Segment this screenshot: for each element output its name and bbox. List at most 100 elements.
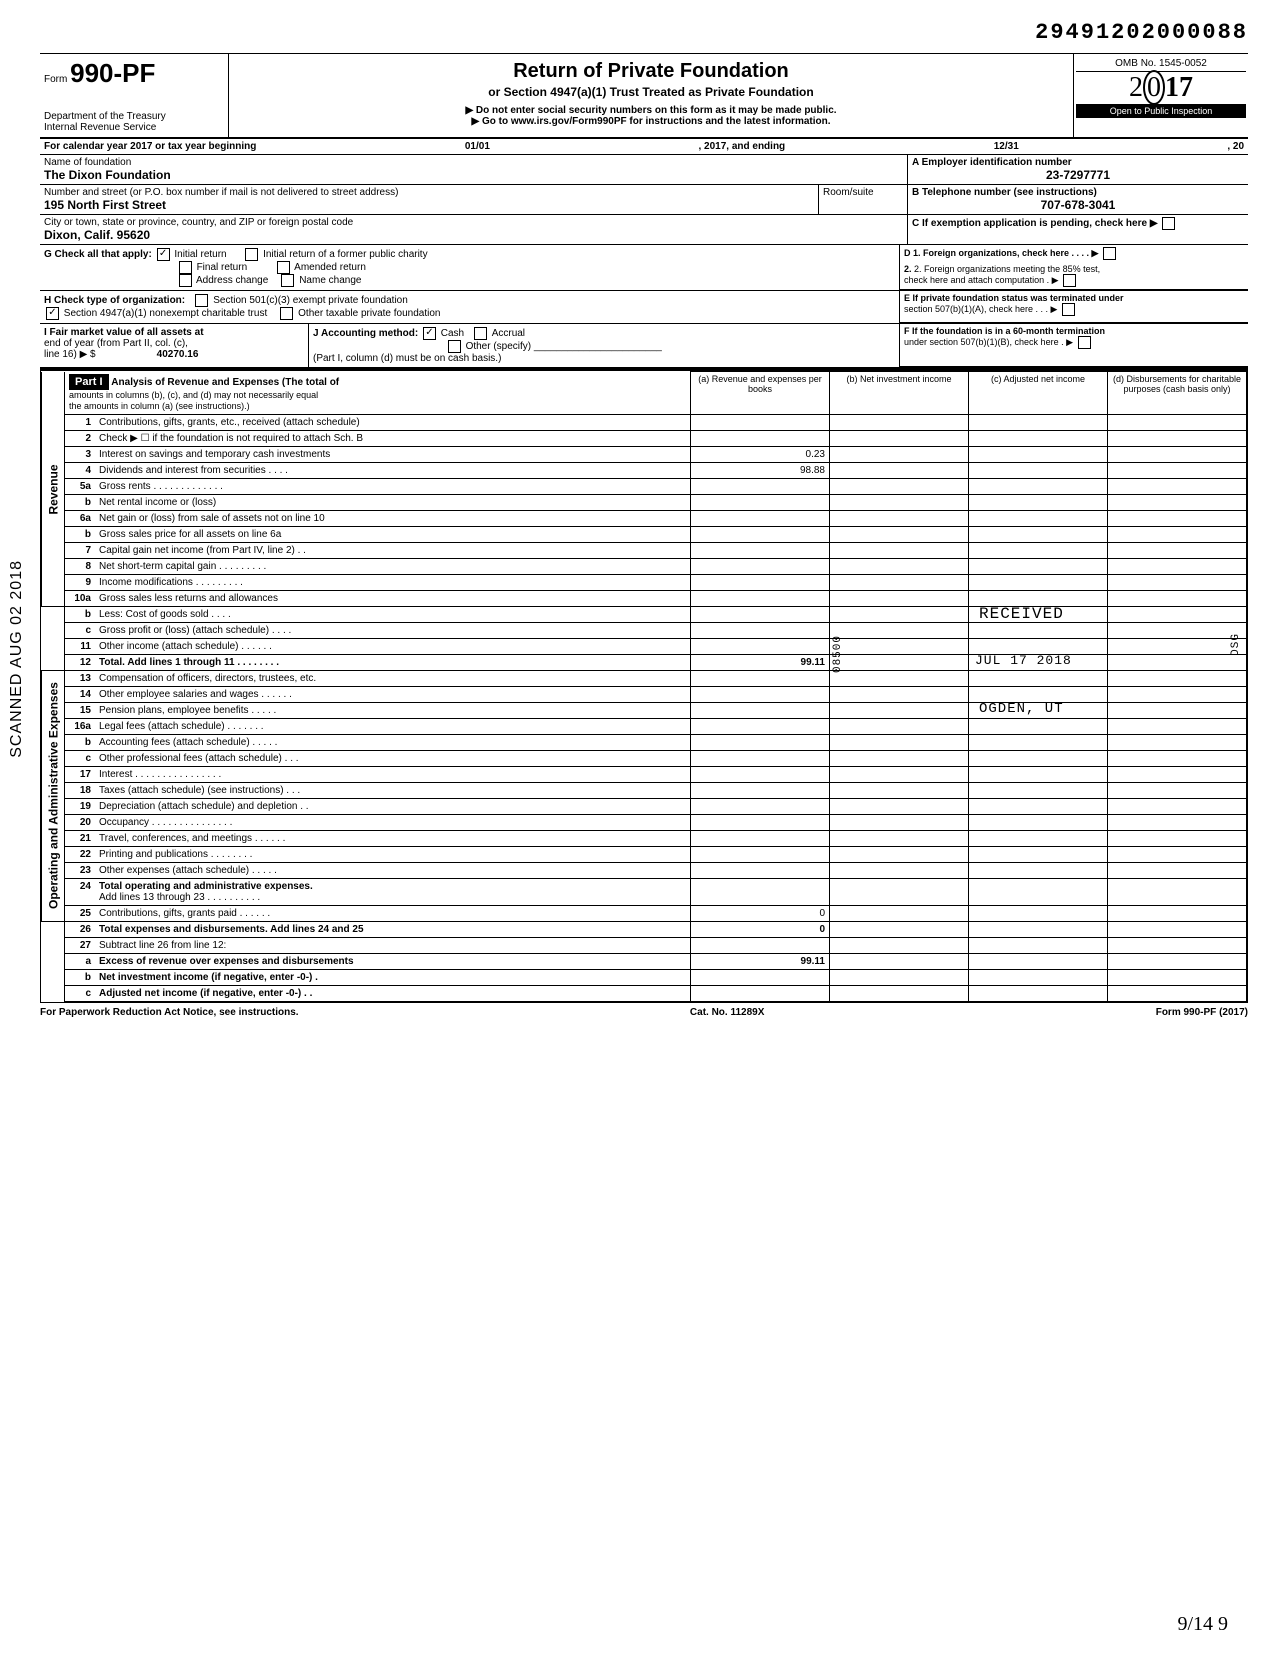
- g-amended-checkbox[interactable]: [277, 261, 290, 274]
- j-accrual-checkbox[interactable]: [474, 327, 487, 340]
- table-row: bNet rental income or (loss): [42, 494, 1247, 510]
- table-row: 16aLegal fees (attach schedule) . . . . …: [42, 718, 1247, 734]
- i-label-a: I Fair market value of all assets at: [44, 327, 304, 338]
- table-row: 20Occupancy . . . . . . . . . . . . . . …: [42, 814, 1247, 830]
- cal-mid: , 2017, and ending: [694, 139, 789, 154]
- table-row: bAccounting fees (attach schedule) . . .…: [42, 734, 1247, 750]
- h-other-checkbox[interactable]: [280, 307, 293, 320]
- cal-start: 01/01: [260, 139, 694, 154]
- col-c-header: (c) Adjusted net income: [969, 372, 1108, 415]
- table-row: 22Printing and publications . . . . . . …: [42, 846, 1247, 862]
- r27a-a: 99.11: [691, 953, 830, 969]
- footer-left: For Paperwork Reduction Act Notice, see …: [40, 1007, 299, 1018]
- form-header: Form 990-PF Department of the Treasury I…: [40, 53, 1248, 139]
- r4-a: 98.88: [691, 462, 830, 478]
- omb-number: OMB No. 1545-0052: [1076, 56, 1246, 72]
- table-row: 7Capital gain net income (from Part IV, …: [42, 542, 1247, 558]
- expenses-side-label: Operating and Administrative Expenses: [42, 670, 65, 921]
- g-label: G Check all that apply:: [44, 249, 152, 260]
- open-inspection: Open to Public Inspection: [1076, 104, 1246, 118]
- calendar-row: For calendar year 2017 or tax year begin…: [40, 139, 1248, 155]
- city-label: City or town, state or province, country…: [44, 217, 903, 228]
- form-number: 990-PF: [70, 58, 155, 88]
- table-row: 3Interest on savings and temporary cash …: [42, 446, 1247, 462]
- d1-label: D 1. Foreign organizations, check here .…: [904, 248, 1098, 258]
- table-row: 23Other expenses (attach schedule) . . .…: [42, 862, 1247, 878]
- table-row: 27Subtract line 26 from line 12:: [42, 937, 1247, 953]
- form-warn2: ▶ Go to www.irs.gov/Form990PF for instru…: [233, 116, 1069, 127]
- table-row: 15Pension plans, employee benefits . . .…: [42, 702, 1247, 718]
- received-place: OGDEN, UT: [979, 701, 1064, 717]
- table-row: 17Interest . . . . . . . . . . . . . . .…: [42, 766, 1247, 782]
- scanned-stamp: SCANNED AUG 02 2018: [8, 560, 26, 758]
- received-date: JUL 17 2018: [975, 653, 1072, 668]
- table-row: aExcess of revenue over expenses and dis…: [42, 953, 1247, 969]
- j-other-checkbox[interactable]: [448, 340, 461, 353]
- ein-value: 23-7297771: [912, 168, 1244, 182]
- footer-mid: Cat. No. 11289X: [690, 1007, 764, 1018]
- tax-year: 2017: [1076, 72, 1246, 104]
- h-trust: Section 4947(a)(1) nonexempt charitable …: [64, 308, 267, 319]
- col-b-header: (b) Net investment income: [830, 372, 969, 415]
- j-label: J Accounting method:: [313, 328, 418, 339]
- addr-label: Number and street (or P.O. box number if…: [44, 187, 814, 198]
- g-name-change: Name change: [299, 275, 361, 286]
- h-other: Other taxable private foundation: [298, 308, 440, 319]
- table-row: 11Other income (attach schedule) . . . .…: [42, 638, 1247, 654]
- c-label: C If exemption application is pending, c…: [912, 218, 1158, 229]
- identity-block: Name of foundation The Dixon Foundation …: [40, 155, 1248, 245]
- f-checkbox[interactable]: [1078, 336, 1091, 349]
- table-row: 14Other employee salaries and wages . . …: [42, 686, 1247, 702]
- e1-label: E If private foundation status was termi…: [904, 293, 1244, 303]
- table-row: 10aGross sales less returns and allowanc…: [42, 590, 1247, 606]
- e-checkbox[interactable]: [1062, 303, 1075, 316]
- j-note: (Part I, column (d) must be on cash basi…: [313, 353, 501, 364]
- cal-end: 12/31: [789, 139, 1223, 154]
- table-row: 21Travel, conferences, and meetings . . …: [42, 830, 1247, 846]
- d1-checkbox[interactable]: [1103, 247, 1116, 260]
- table-row: bLess: Cost of goods sold . . . .RECEIVE…: [42, 606, 1247, 622]
- table-row: 18Taxes (attach schedule) (see instructi…: [42, 782, 1247, 798]
- part1-title: Part I: [69, 374, 109, 390]
- table-row: bNet investment income (if negative, ent…: [42, 969, 1247, 985]
- foundation-addr: 195 North First Street: [44, 198, 814, 212]
- col-a-header: (a) Revenue and expenses per books: [691, 372, 830, 415]
- h-501c3-checkbox[interactable]: [195, 294, 208, 307]
- d2-checkbox[interactable]: [1063, 274, 1076, 287]
- form-label: Form: [44, 74, 67, 85]
- g-initial: Initial return: [174, 249, 226, 260]
- cal-post: , 20: [1223, 139, 1248, 154]
- g-addr-change: Address change: [196, 275, 268, 286]
- g-addrchange-checkbox[interactable]: [179, 274, 192, 287]
- g-final-checkbox[interactable]: [179, 261, 192, 274]
- r25-a: 0: [691, 905, 830, 921]
- revenue-side-label: Revenue: [42, 372, 65, 607]
- part1-desc2: amounts in columns (b), (c), and (d) may…: [69, 390, 318, 400]
- g-namechange-checkbox[interactable]: [281, 274, 294, 287]
- page-footer: For Paperwork Reduction Act Notice, see …: [40, 1003, 1248, 1018]
- h-trust-checkbox[interactable]: ✓: [46, 307, 59, 320]
- g-initial-former-checkbox[interactable]: [245, 248, 258, 261]
- j-accrual: Accrual: [492, 328, 525, 339]
- g-initial-former: Initial return of a former public charit…: [263, 249, 428, 260]
- f1-label: F If the foundation is in a 60-month ter…: [904, 326, 1244, 336]
- ein-label: A Employer identification number: [912, 157, 1244, 168]
- j-cash-checkbox[interactable]: ✓: [423, 327, 436, 340]
- dln-stamp: 29491202000088: [40, 20, 1248, 45]
- g-amended: Amended return: [294, 262, 366, 273]
- c-checkbox[interactable]: [1162, 217, 1175, 230]
- r12-a: 99.11: [691, 654, 830, 670]
- table-row: cOther professional fees (attach schedul…: [42, 750, 1247, 766]
- table-row: 26Total expenses and disbursements. Add …: [42, 921, 1247, 937]
- table-row: 12Total. Add lines 1 through 11 . . . . …: [42, 654, 1247, 670]
- section-gd: G Check all that apply: ✓ Initial return…: [40, 245, 1248, 291]
- cal-pre: For calendar year 2017 or tax year begin…: [40, 139, 260, 154]
- part1-section: Revenue Part I Analysis of Revenue and E…: [40, 369, 1248, 1003]
- table-row: 4Dividends and interest from securities …: [42, 462, 1247, 478]
- g-initial-checkbox[interactable]: ✓: [157, 248, 170, 261]
- table-row: 5aGross rents . . . . . . . . . . . . .: [42, 478, 1247, 494]
- table-row: 1Contributions, gifts, grants, etc., rec…: [42, 414, 1247, 430]
- section-he: H Check type of organization: Section 50…: [40, 291, 1248, 324]
- table-row: 6aNet gain or (loss) from sale of assets…: [42, 510, 1247, 526]
- table-row: bGross sales price for all assets on lin…: [42, 526, 1247, 542]
